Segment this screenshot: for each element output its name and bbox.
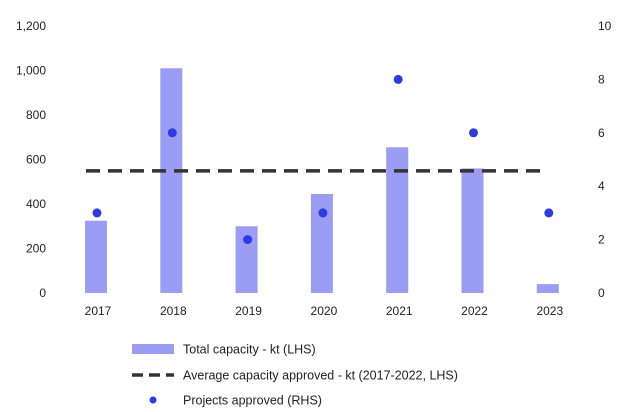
right-y-axis: 0 2 4 6 8 10: [598, 19, 612, 300]
projects-dot: [92, 208, 102, 218]
capacity-bar: [235, 226, 258, 293]
projects-series: [92, 74, 554, 245]
capacity-bar: [536, 284, 559, 293]
x-tick-label: 2022: [461, 304, 488, 318]
x-tick-label: 2021: [386, 304, 413, 318]
projects-dot: [243, 235, 253, 245]
legend: Total capacity - kt (LHS) Average capacit…: [132, 343, 458, 408]
legend-dot-swatch: [149, 396, 157, 404]
left-tick-label: 800: [26, 108, 46, 122]
bar-series: [85, 68, 559, 294]
right-tick-label: 6: [598, 126, 605, 140]
x-tick-label: 2017: [85, 304, 112, 318]
left-tick-label: 1,200: [16, 19, 46, 33]
legend-label: Average capacity approved - kt (2017-202…: [183, 369, 458, 383]
capacity-bar: [461, 168, 484, 293]
right-tick-label: 4: [598, 179, 605, 193]
legend-label: Projects approved (RHS): [183, 394, 322, 408]
x-tick-label: 2023: [536, 304, 563, 318]
projects-dot: [318, 208, 328, 218]
x-axis: 2017 2018 2019 2020 2021 2022 2023: [85, 304, 564, 318]
x-tick-label: 2018: [160, 304, 187, 318]
right-tick-label: 8: [598, 72, 605, 86]
projects-dot: [393, 74, 403, 84]
capacity-bar: [160, 68, 183, 294]
capacity-bar: [310, 193, 333, 293]
projects-dot: [167, 128, 177, 138]
legend-label: Total capacity - kt (LHS): [183, 343, 316, 357]
left-tick-label: 400: [26, 197, 46, 211]
x-tick-label: 2019: [235, 304, 262, 318]
left-tick-label: 600: [26, 153, 46, 167]
capacity-bar: [386, 147, 409, 293]
right-tick-label: 0: [598, 286, 605, 300]
capacity-bar: [85, 220, 107, 293]
legend-bar-swatch: [132, 344, 174, 354]
right-tick-label: 10: [598, 19, 612, 33]
projects-dot: [469, 128, 478, 138]
x-tick-label: 2020: [311, 304, 338, 318]
right-tick-label: 2: [598, 233, 605, 247]
left-y-axis: 0 200 400 600 800 1,000 1,200: [16, 19, 46, 300]
left-tick-label: 0: [39, 286, 46, 300]
left-tick-label: 1,000: [16, 64, 46, 78]
projects-dot: [544, 208, 554, 218]
left-tick-label: 200: [26, 242, 46, 256]
